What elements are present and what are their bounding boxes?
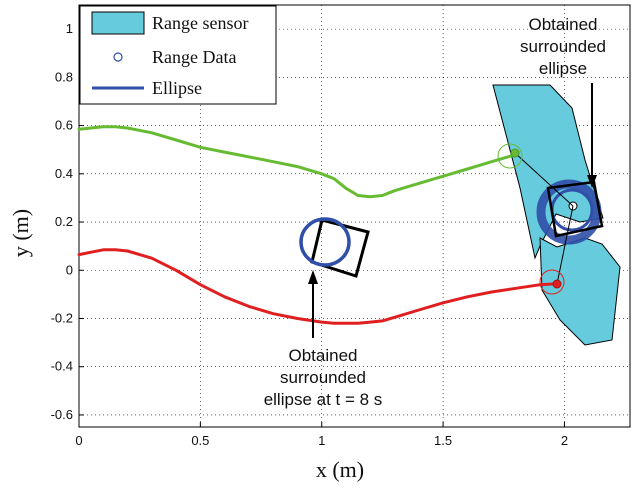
y-tick-label: 0.6 bbox=[55, 118, 73, 133]
y-tick-label: 0 bbox=[66, 262, 73, 277]
obstacle-box bbox=[310, 218, 370, 278]
x-tick-label: 1 bbox=[318, 433, 325, 448]
y-tick-label: -0.6 bbox=[51, 407, 73, 422]
arrow-t8-head bbox=[308, 270, 318, 284]
link-green bbox=[514, 152, 574, 207]
ellipse-t8 bbox=[299, 217, 351, 267]
range-data-cluster bbox=[536, 179, 602, 245]
green-end-halo bbox=[497, 143, 523, 169]
y-tick-label: 0.4 bbox=[55, 166, 73, 181]
range-sensor-regions bbox=[492, 84, 621, 346]
y-tick-label: 0.2 bbox=[55, 214, 73, 229]
y-tick-label: -0.2 bbox=[51, 310, 73, 325]
annotation-final: Obtained surrounded ellipse bbox=[520, 15, 606, 78]
y-axis-label: y (m) bbox=[8, 209, 33, 257]
annotation-final-line-1: Obtained bbox=[529, 15, 598, 34]
annotation-t8-line-3: ellipse at t = 8 s bbox=[264, 390, 383, 409]
red-end-halo bbox=[539, 269, 565, 295]
annotation-arrows bbox=[308, 83, 597, 338]
final-box bbox=[546, 180, 604, 238]
legend-marker-range-data bbox=[113, 52, 123, 62]
annotation-final-line-3: ellipse bbox=[539, 59, 587, 78]
annotation-t8: Obtained surrounded ellipse at t = 8 s bbox=[264, 346, 383, 409]
annotation-t8-line-2: surrounded bbox=[280, 368, 366, 387]
arrow-final-head bbox=[587, 175, 597, 188]
legend-label-range-data: Range Data bbox=[152, 47, 236, 67]
legend: Range sensor Range Data Ellipse bbox=[79, 5, 277, 105]
range-sensor-region-upper bbox=[492, 84, 604, 260]
y-tick-label: -0.4 bbox=[51, 359, 73, 374]
object-final bbox=[514, 152, 604, 285]
ticks: 0 0.5 1 1.5 2 -0.6 -0.4 -0.2 0 0.2 0.4 0.6 0.8 1 bbox=[51, 21, 568, 448]
red-end-marker bbox=[552, 279, 562, 289]
y-tick-label: 1 bbox=[66, 21, 73, 36]
series bbox=[77, 125, 562, 325]
series-line-1 bbox=[77, 248, 562, 325]
x-tick-label: 0 bbox=[75, 433, 82, 448]
legend-label-range-sensor: Range sensor bbox=[152, 13, 248, 33]
x-tick-label: 2 bbox=[561, 433, 568, 448]
annotation-final-line-2: surrounded bbox=[520, 37, 606, 56]
legend-label-ellipse: Ellipse bbox=[152, 78, 202, 98]
x-tick-label: 1.5 bbox=[434, 433, 452, 448]
y-tick-label: 0.8 bbox=[55, 69, 73, 84]
series-line-0 bbox=[77, 125, 518, 199]
annotation-t8-line-1: Obtained bbox=[289, 346, 358, 365]
object-t8 bbox=[299, 217, 370, 278]
green-end-marker bbox=[510, 148, 520, 158]
x-tick-label: 0.5 bbox=[191, 433, 209, 448]
link-red bbox=[556, 205, 574, 285]
legend-swatch-range-sensor bbox=[91, 11, 145, 35]
endpoint-markers bbox=[497, 143, 565, 295]
x-axis-label: x (m) bbox=[316, 457, 364, 482]
